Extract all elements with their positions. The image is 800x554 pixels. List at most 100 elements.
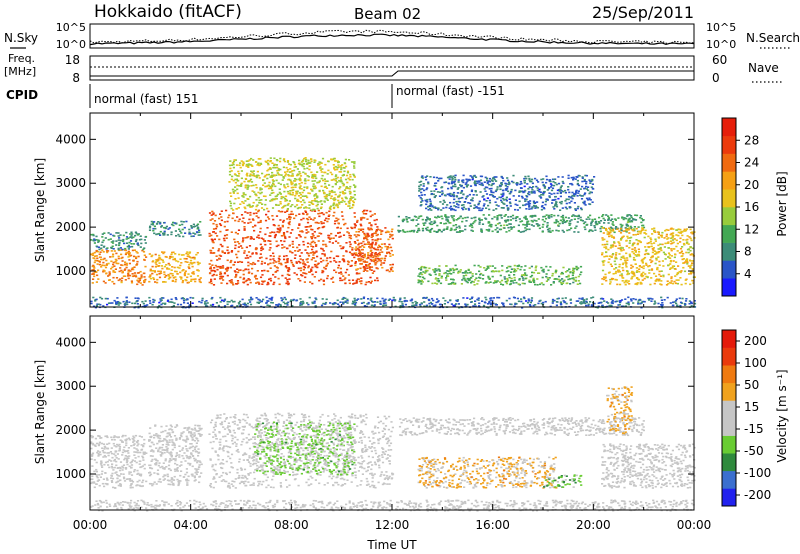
scatter-cell-band-2 <box>174 253 177 255</box>
scatter-cell-band-5 <box>354 186 357 189</box>
scatter-cell-band-1 <box>126 245 129 248</box>
scatter-cell-band-7 <box>430 221 433 223</box>
scatter-cell-band-11 <box>205 300 208 302</box>
scatter-cell-band-7 <box>444 214 447 216</box>
scatter-cell-band-6 <box>386 251 389 254</box>
scatter-cell-band-9 <box>469 205 472 207</box>
scatter-cell-band-6 <box>363 253 366 256</box>
scatter-cell-band-11 <box>148 296 151 299</box>
scatter-cell-band-11 <box>379 300 382 303</box>
scatter-cell-band-11 <box>270 297 273 299</box>
scatter-cell-band-7 <box>503 224 506 227</box>
scatter-cell-band-5 <box>241 195 244 197</box>
scatter-cell-band-6 <box>386 248 389 250</box>
scatter-cell-band-4 <box>341 247 345 250</box>
scatter-cell-band-8 <box>552 282 555 284</box>
scatter-cell-band-9 <box>508 181 511 184</box>
scatter-cell-band-5 <box>270 192 273 194</box>
scatter-cell-band-9 <box>572 177 575 180</box>
scatter-cell-band-5 <box>279 202 282 205</box>
scatter-cell-band-9 <box>525 208 528 210</box>
scatter-cell-band-6 <box>361 258 364 261</box>
scatter-cell-band-7 <box>591 218 594 221</box>
scatter-cell-band-1 <box>121 248 124 251</box>
scatter-cell-band-5 <box>298 178 301 181</box>
scatter-cell-band-11 <box>322 302 325 305</box>
scatter-cell-band-4 <box>288 216 291 219</box>
scatter-cell-band-1 <box>104 237 107 239</box>
scatter-cell-band-4 <box>370 254 374 256</box>
scatter-cell-band-2 <box>175 270 178 273</box>
scatter-cell-band-7 <box>594 221 597 224</box>
scatter-cell-band-4 <box>273 260 276 262</box>
scatter-cell-band-5 <box>304 182 307 185</box>
scatter-cell-band-7 <box>588 229 592 231</box>
scatter-cell-band-6 <box>371 242 374 245</box>
scatter-cell-band-8 <box>482 274 485 276</box>
scatter-cell-band-11 <box>620 299 624 301</box>
scatter-cell-band-9 <box>516 209 519 211</box>
scatter-cell-band-10 <box>617 247 620 250</box>
scatter-cell-band-5 <box>349 199 352 201</box>
scatter-cell-band-10 <box>636 282 639 284</box>
scatter-cell-band-5 <box>336 181 339 183</box>
scatter-cell-band-0 <box>94 255 97 257</box>
scatter-cell-band-10 <box>650 268 654 270</box>
scatter-cell-band-4 <box>262 281 265 283</box>
scatter-cell-band-4 <box>299 235 302 238</box>
scatter-cell-band-11 <box>200 301 203 304</box>
scatter-cell-band-10 <box>619 239 623 241</box>
scatter-cell-band-4 <box>284 261 287 264</box>
scatter-cell-band-11 <box>637 301 640 303</box>
scatter-cell-band-4 <box>211 247 215 249</box>
scatter-cell-band-11 <box>299 304 302 306</box>
scatter-cell-band-10 <box>677 265 680 267</box>
scatter-cell-band-10 <box>654 240 657 242</box>
scatter-cell-band-8 <box>419 272 422 274</box>
scatter-cell-band-10 <box>676 242 679 245</box>
scatter-cell-band-4 <box>249 211 252 214</box>
scatter-cell-band-11 <box>590 305 593 307</box>
scatter-cell-band-10 <box>659 283 662 285</box>
scatter-cell-band-0 <box>121 271 124 273</box>
scatter-cell-band-6 <box>379 238 382 240</box>
scatter-cell-band-9 <box>437 207 440 209</box>
scatter-cell-band-2 <box>161 251 164 253</box>
scatter-cell-band-5 <box>354 198 357 201</box>
scatter-cell-band-4 <box>264 219 268 222</box>
scatter-cell-band-2 <box>195 253 198 256</box>
scatter-cell-band-11 <box>192 297 195 299</box>
scatter-cell-band-5 <box>345 165 348 168</box>
scatter-cell-band-1 <box>122 234 125 237</box>
scatter-cell-band-5 <box>284 195 288 198</box>
scatter-cell-band-5 <box>270 198 273 201</box>
scatter-cell-band-9 <box>477 203 480 206</box>
scatter-cell-band-9 <box>469 202 472 205</box>
scatter-cell-band-11 <box>360 298 363 300</box>
scatter-cell-band-10 <box>641 262 644 264</box>
scatter-cell-band-10 <box>673 248 676 250</box>
scatter-cell-band-7 <box>416 231 419 233</box>
scatter-cell-band-0 <box>137 277 140 280</box>
scatter-cell-band-7 <box>433 230 436 233</box>
scatter-cell-band-0 <box>120 281 123 284</box>
scatter-cell-band-2 <box>170 269 173 271</box>
scatter-cell-band-5 <box>271 162 274 164</box>
scatter-cell-band-5 <box>318 189 321 192</box>
scatter-cell-band-9 <box>493 196 496 198</box>
scatter-cell-band-5 <box>238 164 241 166</box>
scatter-cell-band-10 <box>614 256 617 258</box>
scatter-cell-band-4 <box>219 273 222 275</box>
scatter-cell-band-9 <box>460 185 463 187</box>
scatter-cell-band-11 <box>266 304 269 306</box>
scatter-cell-band-9 <box>502 189 505 192</box>
scatter-cell-band-5 <box>249 195 252 198</box>
scatter-cell-band-10 <box>613 260 616 263</box>
scatter-cell-band-5 <box>244 200 247 202</box>
scatter-cell-band-6 <box>386 230 389 233</box>
scatter-cell-band-4 <box>271 215 274 217</box>
scatter-cell-band-9 <box>448 194 451 197</box>
scatter-cell-band-2 <box>166 267 169 269</box>
scatter-cell-band-2 <box>151 260 154 263</box>
scatter-cell-band-4 <box>280 235 283 237</box>
